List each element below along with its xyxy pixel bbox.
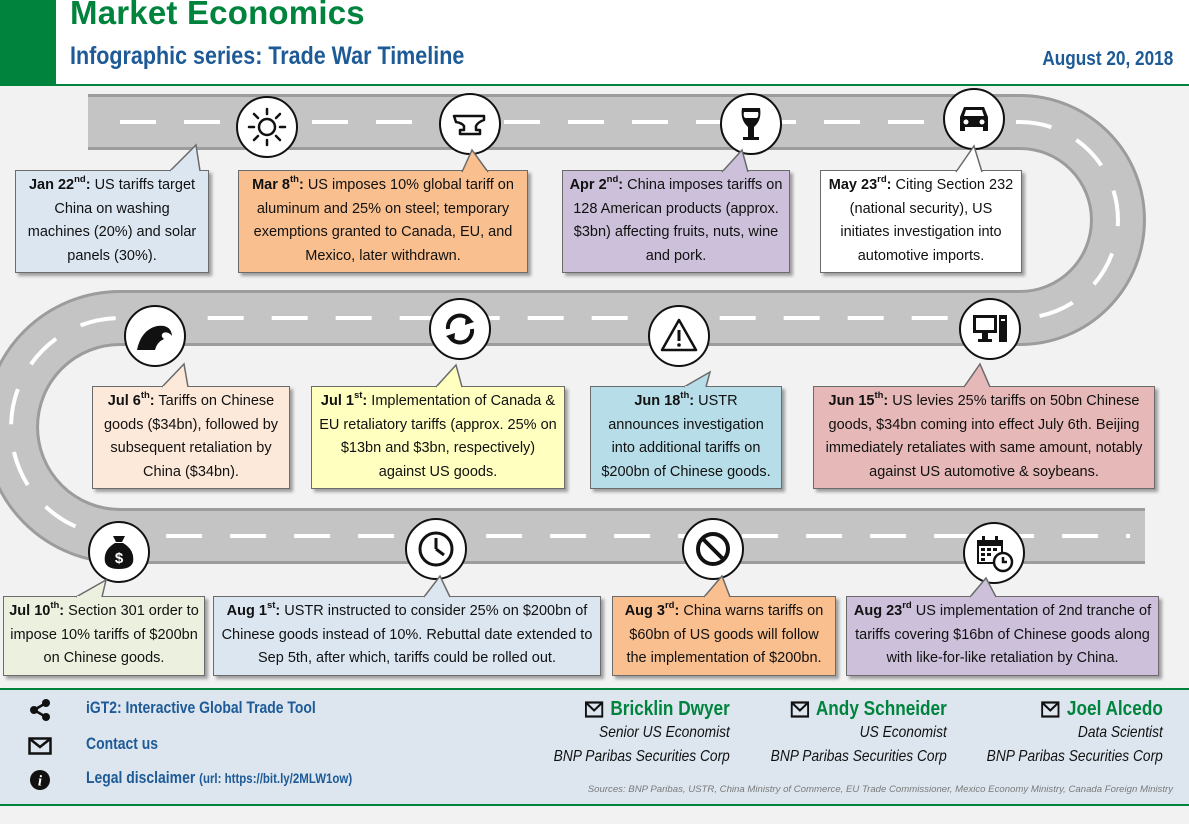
svg-text:i: i xyxy=(38,774,43,790)
callout-tail xyxy=(75,578,108,600)
callout-tail xyxy=(161,362,189,390)
cycle-icon xyxy=(429,298,491,360)
header: Market Economics Infographic series: Tra… xyxy=(0,0,1189,86)
brand-color-block xyxy=(0,0,56,86)
sources-note: Sources: BNP Paribas, USTR, China Minist… xyxy=(587,784,1173,795)
event-note-jul10: Jul 10th: Section 301 order to impose 10… xyxy=(3,596,205,676)
contact-us-link[interactable]: Contact us xyxy=(86,734,159,753)
event-date: Jul 6 xyxy=(107,393,141,409)
event-note-may23: May 23rd: Citing Section 232 (national s… xyxy=(820,170,1022,273)
svg-text:$: $ xyxy=(115,550,124,567)
author-andy-schneider: Andy Schneider US Economist BNP Paribas … xyxy=(771,698,947,769)
legal-disclaimer-link[interactable]: Legal disclaimer (url: https://bit.ly/2M… xyxy=(86,768,353,787)
wave-icon xyxy=(124,305,186,367)
author-org: BNP Paribas Securities Corp xyxy=(986,748,1163,765)
callout-tail xyxy=(169,143,201,174)
clock-icon xyxy=(405,518,467,580)
event-text: USTR instructed to consider 25% on $200b… xyxy=(221,603,593,666)
mail-icon[interactable] xyxy=(1041,701,1060,718)
event-text: Citing Section 232 (national security), … xyxy=(840,177,1014,264)
event-date: Jul 1 xyxy=(320,393,354,409)
author-role: Senior US Economist xyxy=(599,724,730,741)
mail-icon[interactable] xyxy=(26,734,54,758)
event-date: Jan 22 xyxy=(28,177,75,193)
author-org: BNP Paribas Securities Corp xyxy=(553,748,730,765)
event-text: China warns tariffs on $60bn of US goods… xyxy=(626,603,824,666)
event-note-jul1: Jul 1st: Implementation of Canada & EU r… xyxy=(311,386,565,489)
prohibited-icon xyxy=(682,518,744,580)
event-text: US tariffs target China on washing machi… xyxy=(27,177,197,264)
brand-title: Market Economics xyxy=(70,0,365,31)
info-icon[interactable]: i xyxy=(26,768,54,792)
event-text: Implementation of Canada & EU retaliator… xyxy=(319,393,557,480)
callout-tail xyxy=(435,363,463,390)
event-note-jun18: Jun 18th: USTR announces investigation i… xyxy=(590,386,782,489)
event-note-jan22: Jan 22nd: US tariffs target China on was… xyxy=(15,170,209,273)
event-date: Aug 3 xyxy=(624,603,665,619)
callout-tail xyxy=(423,574,451,600)
mail-icon[interactable] xyxy=(585,701,604,718)
event-note-apr2: Apr 2nd: China imposes tariffs on 128 Am… xyxy=(562,170,790,273)
event-date: Jun 18 xyxy=(634,393,681,409)
calendar-icon xyxy=(963,522,1025,584)
event-text: USTR announces investigation into additi… xyxy=(601,393,771,480)
event-text: China imposes tariffs on 128 American pr… xyxy=(573,177,783,264)
event-date: Jul 10 xyxy=(9,603,51,619)
event-note-mar8: Mar 8th: US imposes 10% global tariff on… xyxy=(238,170,528,273)
event-text: US levies 25% tariffs on 50bn Chinese go… xyxy=(825,393,1143,480)
author-name[interactable]: Bricklin Dwyer xyxy=(610,698,730,720)
header-divider xyxy=(56,84,1189,86)
callout-tail xyxy=(703,574,731,600)
callout-tail xyxy=(969,576,997,600)
event-date: Jun 15 xyxy=(828,393,875,409)
computer-icon xyxy=(959,298,1021,360)
igt2-link[interactable]: iGT2: Interactive Global Trade Tool xyxy=(86,698,316,717)
callout-tail xyxy=(721,148,749,175)
money-bag-icon: $ xyxy=(88,521,150,583)
publication-date: August 20, 2018 xyxy=(1042,48,1173,70)
mail-icon[interactable] xyxy=(790,701,809,718)
event-note-aug23: Aug 23rd US implementation of 2nd tranch… xyxy=(846,596,1159,676)
author-role: US Economist xyxy=(859,724,947,741)
share-icon[interactable] xyxy=(26,698,54,722)
disclaimer-url[interactable]: (url: https://bit.ly/2MLW1ow) xyxy=(199,770,353,786)
warning-icon xyxy=(648,305,710,367)
author-name[interactable]: Joel Alcedo xyxy=(1067,698,1163,720)
callout-tail xyxy=(955,144,983,175)
event-text: US implementation of 2nd tranche of tari… xyxy=(855,603,1152,666)
author-org: BNP Paribas Securities Corp xyxy=(770,748,947,765)
event-date: Aug 23 xyxy=(853,603,903,619)
page-subtitle: Infographic series: Trade War Timeline xyxy=(70,42,465,70)
footer: iGT2: Interactive Global Trade Tool Cont… xyxy=(0,688,1189,806)
event-date: May 23 xyxy=(828,177,878,193)
event-date: Aug 1 xyxy=(226,603,267,619)
timeline-road xyxy=(0,94,1146,564)
sun-icon xyxy=(236,96,298,158)
event-note-aug3: Aug 3rd: China warns tariffs on $60bn of… xyxy=(612,596,836,676)
event-text: Tariffs on Chinese goods ($34bn), follow… xyxy=(103,393,279,480)
author-name[interactable]: Andy Schneider xyxy=(816,698,947,720)
event-text: US imposes 10% global tariff on aluminum… xyxy=(253,177,514,264)
author-joel-alcedo: Joel Alcedo Data Scientist BNP Paribas S… xyxy=(987,698,1163,769)
event-note-jun15: Jun 15th: US levies 25% tariffs on 50bn … xyxy=(813,386,1155,489)
callout-tail xyxy=(963,362,991,390)
event-date: Apr 2 xyxy=(569,177,607,193)
car-icon xyxy=(943,88,1005,150)
callout-tail xyxy=(683,370,712,390)
anvil-icon xyxy=(439,93,501,155)
event-note-jul6: Jul 6th: Tariffs on Chinese goods ($34bn… xyxy=(92,386,290,489)
author-role: Data Scientist xyxy=(1078,724,1163,741)
author-bricklin-dwyer: Bricklin Dwyer Senior US Economist BNP P… xyxy=(554,698,730,769)
wine-glass-icon xyxy=(720,93,782,155)
event-date: Mar 8 xyxy=(252,177,290,193)
event-text: Section 301 order to impose 10% tariffs … xyxy=(10,603,199,666)
callout-tail xyxy=(461,148,489,175)
event-note-aug1: Aug 1st: USTR instructed to consider 25%… xyxy=(213,596,601,676)
